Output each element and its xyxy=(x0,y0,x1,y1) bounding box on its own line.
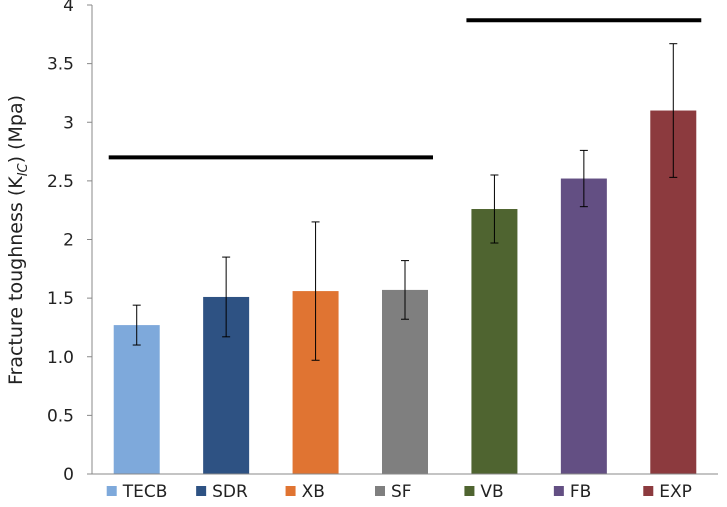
legend-swatch xyxy=(553,486,564,496)
legend-swatch xyxy=(196,486,207,496)
legend-label: VB xyxy=(480,482,503,502)
y-axis-title: Fracture toughness (KIC) (Mpa) xyxy=(5,95,31,385)
y-axis-title-prefix: Fracture toughness (K xyxy=(5,176,27,385)
legend-item-tecb: TECB xyxy=(106,482,168,502)
y-ticks: 0 0.5 1.0 1.5 2 2.5 3 3.5 4 xyxy=(47,0,92,485)
legend-label: XB xyxy=(302,482,325,502)
legend-label: FB xyxy=(570,482,591,502)
legend-item-sdr: SDR xyxy=(196,482,248,502)
legend-item-exp: EXP xyxy=(643,482,692,502)
error-bar-sdr xyxy=(222,256,231,338)
legend-label: SDR xyxy=(212,482,248,502)
legend: TECB SDR XB SF VB FB EXP xyxy=(106,482,692,502)
error-bar-sf xyxy=(401,260,409,320)
legend-item-vb: VB xyxy=(464,482,504,502)
y-tick-label: 1.5 xyxy=(47,289,74,309)
y-tick-label: 4 xyxy=(63,0,74,16)
y-tick-label: 1.0 xyxy=(47,348,74,368)
error-bar-exp xyxy=(669,43,678,178)
error-bar-vb xyxy=(490,174,499,244)
legend-label: SF xyxy=(391,482,412,502)
y-tick-label: 2.5 xyxy=(47,172,74,192)
error-bars xyxy=(132,43,678,361)
legend-swatch xyxy=(375,486,385,496)
bars xyxy=(113,110,697,475)
y-tick-label: 3 xyxy=(63,113,74,133)
bar-tecb xyxy=(113,325,160,474)
legend-label: TECB xyxy=(122,482,168,502)
y-axis-title-suffix: ) (Mpa) xyxy=(5,95,27,163)
y-axis-title-text: Fracture toughness (KIC) (Mpa) xyxy=(5,95,31,385)
legend-swatch xyxy=(106,486,117,496)
y-tick-label: 2 xyxy=(63,231,74,251)
error-bar-xb xyxy=(311,221,320,361)
legend-swatch xyxy=(464,486,475,496)
legend-item-xb: XB xyxy=(285,482,325,502)
legend-item-fb: FB xyxy=(553,482,591,502)
legend-item-sf: SF xyxy=(375,482,412,502)
bar-fb xyxy=(560,178,607,474)
y-tick-label: 3.5 xyxy=(47,55,74,75)
y-tick-label: 0 xyxy=(63,465,74,485)
group-lines xyxy=(108,18,702,160)
error-bar-tecb xyxy=(132,304,141,346)
legend-swatch xyxy=(285,486,296,496)
error-bar-fb xyxy=(579,149,588,208)
y-tick-label: 0.5 xyxy=(47,406,74,426)
legend-swatch xyxy=(643,486,654,496)
bar-sf xyxy=(382,289,428,474)
y-axis-title-subscript: IC xyxy=(16,162,31,176)
bar-vb xyxy=(471,209,518,474)
legend-label: EXP xyxy=(659,482,692,502)
